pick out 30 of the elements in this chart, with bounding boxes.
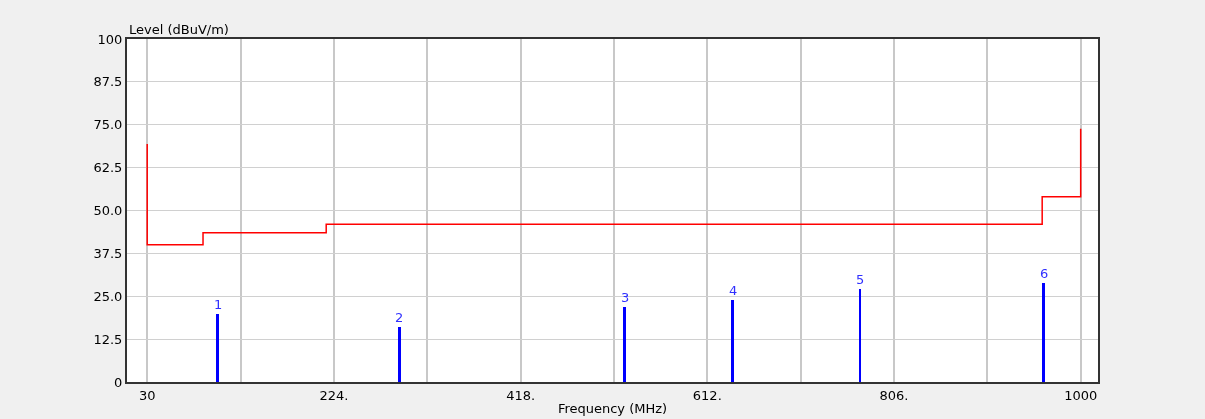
y-tick-label: 0 <box>114 374 123 390</box>
bar <box>216 314 219 382</box>
bar <box>398 327 401 382</box>
y-axis-title: Level (dBuV/m) <box>129 22 229 37</box>
x-tick-label: 224. <box>319 387 349 403</box>
x-tick-label: 418. <box>506 387 536 403</box>
annotation: 3 <box>621 290 630 305</box>
bar <box>731 300 734 382</box>
annotation: 1 <box>214 297 223 312</box>
y-tick-label: 100 <box>97 31 123 47</box>
x-tick-label: 612. <box>692 387 722 403</box>
y-tick-label: 50.0 <box>93 203 123 219</box>
annotation: 2 <box>395 310 404 325</box>
annotation: 4 <box>729 283 738 298</box>
annotation: 6 <box>1040 266 1049 281</box>
y-tick-label: 75.0 <box>93 117 123 133</box>
line-series <box>146 128 1082 246</box>
bar <box>1042 283 1045 382</box>
bar <box>859 289 861 382</box>
x-tick-label: 1000 <box>1064 387 1098 403</box>
x-tick-label: 806. <box>879 387 909 403</box>
x-tick-label: 30 <box>138 387 156 403</box>
y-tick-label: 12.5 <box>93 331 123 347</box>
bar <box>623 307 626 382</box>
y-tick-label: 25.0 <box>93 288 123 304</box>
annotation: 5 <box>856 272 865 287</box>
y-tick-label: 62.5 <box>93 160 123 176</box>
y-tick-label: 37.5 <box>93 245 123 261</box>
x-axis-title: Frequency (MHz) <box>557 400 668 416</box>
y-tick-label: 87.5 <box>93 74 123 90</box>
